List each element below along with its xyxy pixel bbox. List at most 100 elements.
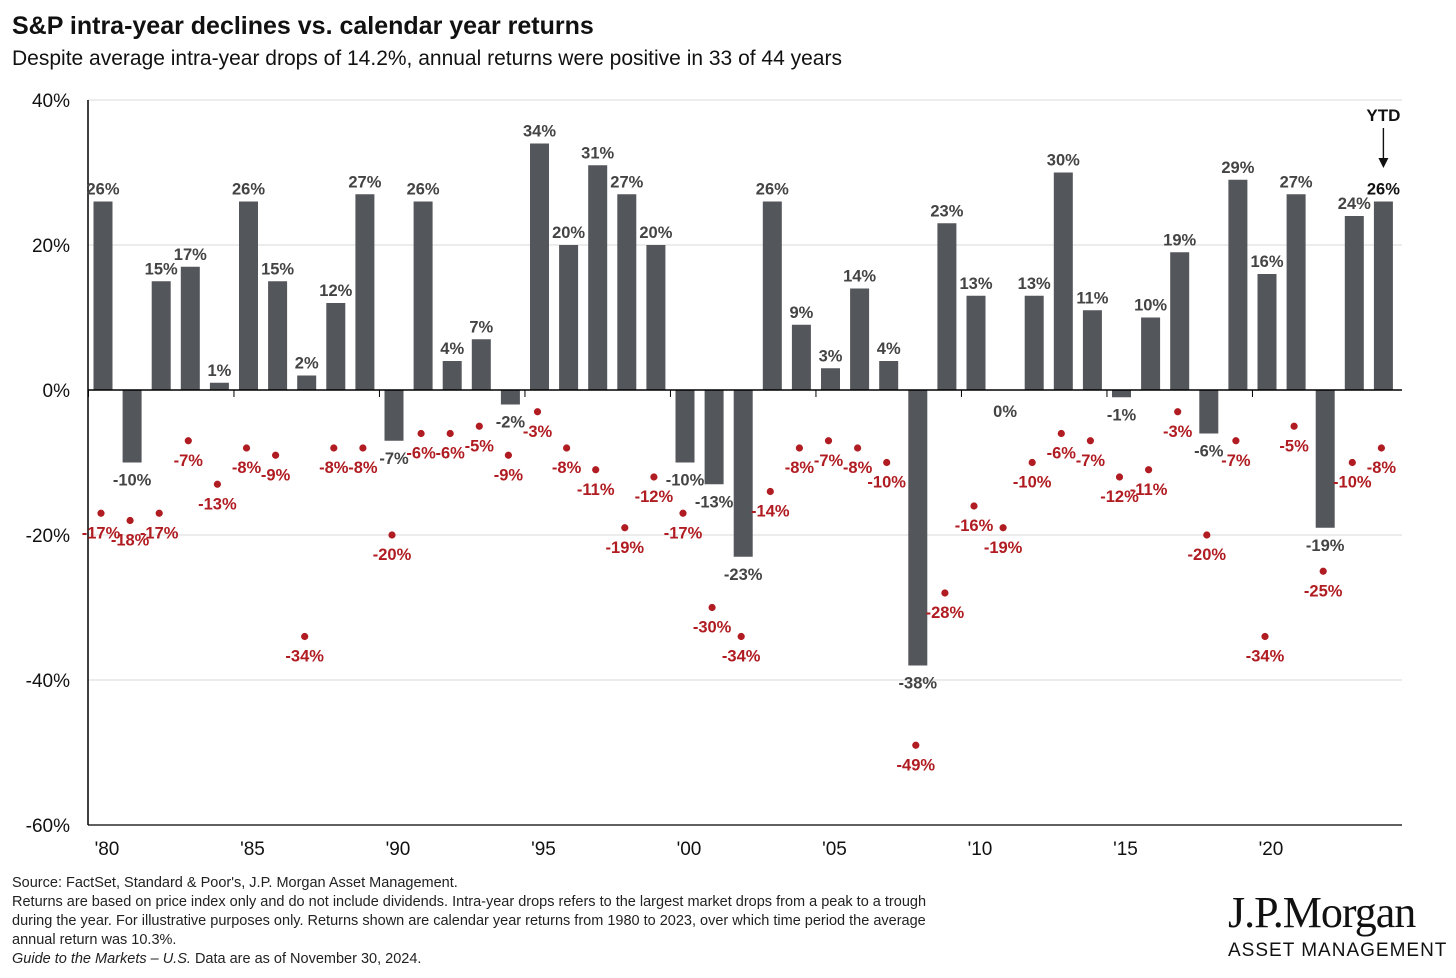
drop-label-1985: -8% bbox=[232, 459, 262, 477]
drop-label-2004: -8% bbox=[785, 459, 815, 477]
bar-1991 bbox=[413, 201, 433, 390]
bar-label-2001: -13% bbox=[695, 493, 734, 511]
intra-year-drop-dots bbox=[97, 408, 1385, 749]
drop-label-2021: -5% bbox=[1279, 437, 1309, 455]
drop-label-2008: -49% bbox=[897, 756, 936, 774]
bar-2009 bbox=[937, 223, 957, 390]
bar-label-2022: -19% bbox=[1306, 537, 1345, 555]
bar-label-2005: 3% bbox=[819, 347, 843, 365]
drop-dot-1983 bbox=[184, 437, 192, 445]
bar-2021 bbox=[1286, 194, 1306, 390]
drop-dot-1990 bbox=[388, 531, 396, 539]
bar-2003 bbox=[762, 201, 782, 390]
axes bbox=[87, 100, 1402, 826]
bar-1987 bbox=[297, 375, 317, 390]
drop-label-2013: -6% bbox=[1047, 445, 1077, 463]
drop-label-1983: -7% bbox=[174, 452, 204, 470]
brand-subtitle: ASSET MANAGEMENT bbox=[1228, 940, 1448, 961]
drop-dot-2003 bbox=[766, 487, 774, 496]
bar-1992 bbox=[442, 361, 462, 390]
jpmorgan-logo: J.P.Morgan ASSET MANAGEMENT bbox=[1228, 888, 1448, 964]
bar-label-1995: 34% bbox=[523, 123, 556, 141]
bar-1998 bbox=[617, 194, 637, 390]
drop-label-2000: -17% bbox=[664, 524, 703, 542]
drop-label-2006: -8% bbox=[843, 459, 873, 477]
drop-dot-1991 bbox=[417, 429, 425, 438]
drop-dot-2006 bbox=[854, 444, 862, 452]
y-tick-label: -40% bbox=[26, 671, 70, 692]
footnote-guide: Guide to the Markets – U.S. bbox=[12, 951, 191, 967]
drop-dot-1999 bbox=[650, 473, 658, 481]
bar-label-1998: 27% bbox=[610, 173, 643, 191]
drop-dot-2004 bbox=[795, 444, 804, 452]
drop-label-1980: -17% bbox=[82, 524, 121, 542]
drop-label-2002: -34% bbox=[722, 648, 761, 666]
drop-dot-1994 bbox=[504, 451, 512, 459]
bar-2020 bbox=[1257, 274, 1277, 390]
chart-title: S&P intra-year declines vs. calendar yea… bbox=[12, 12, 594, 40]
drop-label-2012: -10% bbox=[1013, 474, 1052, 492]
bar-2005 bbox=[821, 368, 840, 390]
footnote-line-3: annual return was 10.3%. bbox=[12, 932, 177, 948]
bar-1980 bbox=[93, 201, 113, 390]
footnote: Source: FactSet, Standard & Poor's, J.P.… bbox=[12, 874, 1192, 969]
bar-label-1980: 26% bbox=[86, 181, 119, 199]
drop-dot-2015 bbox=[1115, 473, 1124, 481]
bar-1994 bbox=[500, 390, 520, 405]
bar-2012 bbox=[1024, 295, 1044, 390]
x-tick-label: '95 bbox=[531, 839, 556, 860]
footnote-line-1: Returns are based on price index only an… bbox=[12, 894, 927, 910]
bar-label-2003: 26% bbox=[756, 181, 789, 199]
ytd-annotation: YTD bbox=[1366, 106, 1400, 168]
bar-label-2015: -1% bbox=[1107, 406, 1137, 424]
bar-2013 bbox=[1053, 172, 1073, 390]
bar-label-1999: 20% bbox=[639, 224, 672, 242]
bar-label-2016: 10% bbox=[1134, 297, 1167, 315]
drop-dot-1980 bbox=[97, 509, 105, 517]
bar-1995 bbox=[530, 143, 549, 390]
bar-label-2000: -10% bbox=[666, 472, 705, 490]
drop-label-1990: -20% bbox=[373, 546, 412, 564]
x-axis-ticks: '80 '85 '90 '95 '00 '05 '10 '15 '20 bbox=[87, 390, 1284, 860]
drop-label-2010: -16% bbox=[955, 517, 994, 535]
drop-dot-2020 bbox=[1261, 632, 1269, 641]
bar-label-1985: 26% bbox=[232, 181, 265, 199]
drop-dot-2009 bbox=[941, 589, 949, 597]
bar-label-1997: 31% bbox=[581, 144, 614, 162]
bar-label-1994: -2% bbox=[496, 414, 526, 432]
drop-label-1994: -9% bbox=[494, 466, 524, 484]
drop-dot-2014 bbox=[1086, 437, 1094, 445]
drop-label-1995: -3% bbox=[523, 423, 553, 441]
bar-1985 bbox=[239, 201, 258, 390]
drop-dot-2023 bbox=[1348, 458, 1356, 467]
drop-dot-2007 bbox=[883, 458, 891, 467]
drop-label-1997: -11% bbox=[577, 481, 615, 499]
drop-dot-2022 bbox=[1319, 567, 1327, 575]
bar-2001 bbox=[704, 390, 724, 485]
drop-label-2001: -30% bbox=[693, 619, 732, 637]
x-tick-label: '15 bbox=[1113, 839, 1138, 860]
y-tick-label: -60% bbox=[26, 816, 70, 837]
x-tick-label: '00 bbox=[677, 839, 702, 860]
bar-2024 bbox=[1373, 201, 1393, 390]
x-tick-label: '10 bbox=[968, 839, 993, 860]
drop-label-1982: -17% bbox=[140, 524, 179, 542]
drop-label-2014: -7% bbox=[1076, 452, 1106, 470]
drop-dot-1996 bbox=[563, 444, 571, 452]
bar-label-1986: 15% bbox=[261, 260, 294, 278]
drop-dot-1986 bbox=[272, 451, 280, 459]
drop-dot-2019 bbox=[1232, 437, 1240, 445]
drop-label-1988: -8% bbox=[319, 459, 349, 477]
drop-label-1981: -18% bbox=[111, 532, 150, 550]
drop-dot-1993 bbox=[475, 422, 483, 430]
x-tick-label: '20 bbox=[1259, 839, 1284, 860]
bar-2006 bbox=[850, 288, 870, 390]
bar-label-1981: -10% bbox=[113, 472, 152, 490]
drop-dot-2002 bbox=[737, 632, 745, 641]
drop-dot-1989 bbox=[359, 444, 367, 452]
bar-2023 bbox=[1344, 216, 1364, 390]
footnote-asof-line: Guide to the Markets – U.S. Data are as … bbox=[12, 950, 1192, 969]
bar-label-2020: 16% bbox=[1250, 253, 1283, 271]
bar-1996 bbox=[559, 245, 579, 390]
annual-return-bars bbox=[93, 143, 1393, 666]
